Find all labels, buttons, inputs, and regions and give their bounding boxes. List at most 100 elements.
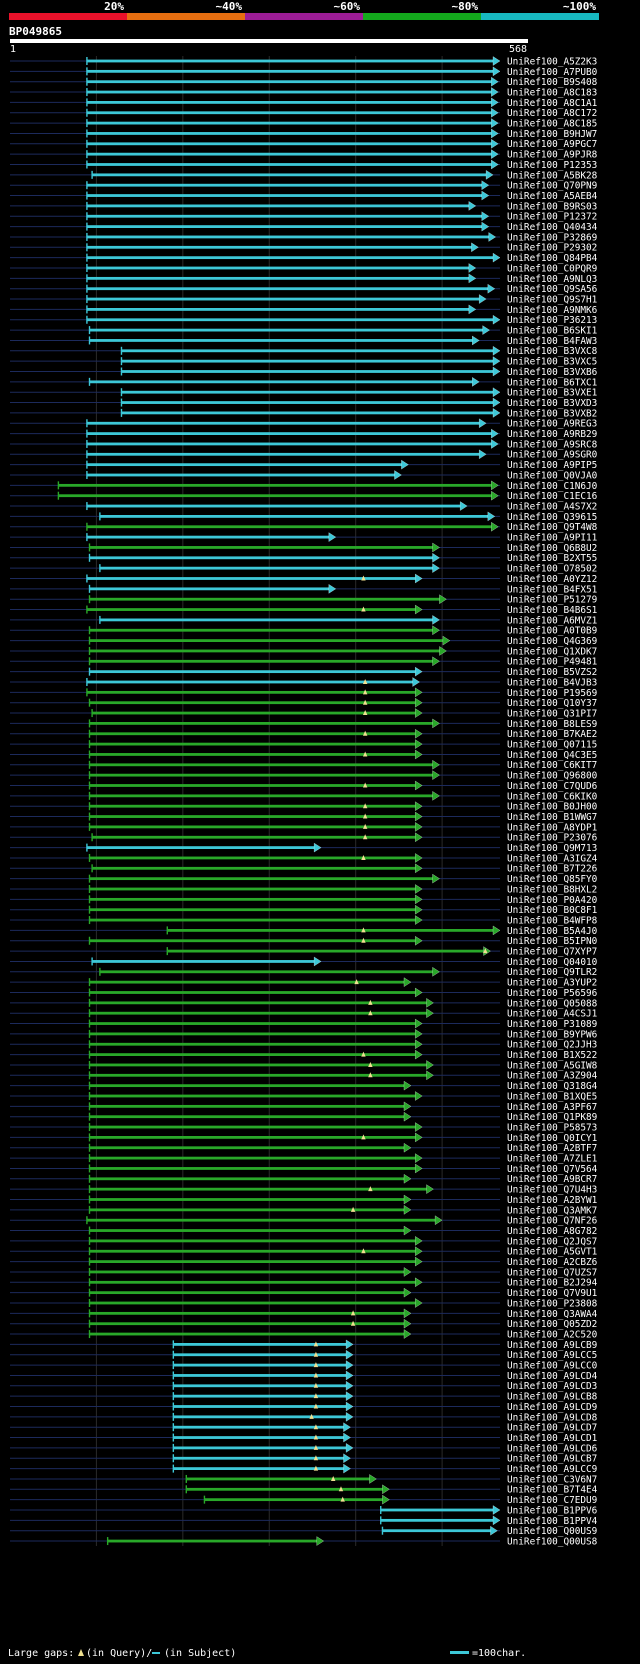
hit-row[interactable]: UniRef100_A2BTF7 [10, 1142, 597, 1154]
hit-label[interactable]: UniRef100_A9PI11 [507, 533, 598, 544]
hit-bar[interactable] [204, 1498, 384, 1502]
hit-bar[interactable] [89, 773, 434, 777]
hit-label[interactable]: UniRef100_B7KAE2 [507, 729, 597, 740]
hit-row[interactable]: UniRef100_A9PGC7 [10, 138, 597, 150]
hit-row[interactable]: UniRef100_A8C183 [10, 87, 597, 98]
hit-row[interactable]: UniRef100_A9LCC5 [10, 1349, 597, 1361]
hit-row[interactable]: UniRef100_Q9SA56 [10, 283, 598, 295]
hit-row[interactable]: UniRef100_Q05088 [10, 997, 598, 1009]
hit-label[interactable]: UniRef100_B7T226 [507, 864, 598, 875]
hit-label[interactable]: UniRef100_A9BCR7 [507, 1174, 597, 1185]
hit-bar[interactable] [89, 1187, 428, 1191]
hit-label[interactable]: UniRef100_Q9SA56 [507, 284, 598, 295]
hit-row[interactable]: UniRef100_P31089 [10, 1018, 598, 1030]
hit-label[interactable]: UniRef100_A5GIW8 [507, 1060, 598, 1071]
hit-row[interactable]: UniRef100_Q40434 [10, 221, 598, 233]
hit-row[interactable]: UniRef100_A5AEB4 [10, 190, 598, 202]
hit-label[interactable]: UniRef100_Q40434 [507, 222, 598, 233]
hit-row[interactable]: UniRef100_A9LCD7 [10, 1422, 597, 1434]
hit-label[interactable]: UniRef100_Q84PB4 [507, 253, 598, 264]
hit-bar[interactable] [89, 742, 417, 746]
hit-bar[interactable] [86, 204, 470, 208]
hit-label[interactable]: UniRef100_A9NLQ3 [507, 274, 597, 285]
hit-bar[interactable] [89, 659, 434, 663]
hit-label[interactable]: UniRef100_A3YUP2 [507, 978, 597, 989]
hit-bar[interactable] [89, 1125, 417, 1129]
hit-label[interactable]: UniRef100_Q31PI7 [507, 708, 597, 719]
hit-label[interactable]: UniRef100_B2XT55 [507, 553, 597, 564]
hit-row[interactable]: UniRef100_P29302 [10, 242, 597, 254]
hit-label[interactable]: UniRef100_Q0VJA0 [507, 470, 598, 481]
hit-bar[interactable] [86, 214, 483, 218]
hit-bar[interactable] [89, 1084, 405, 1088]
hit-bar[interactable] [86, 225, 483, 228]
hit-row[interactable]: UniRef100_P58573 [10, 1122, 597, 1133]
hit-bar[interactable] [89, 1291, 405, 1295]
hit-bar[interactable] [89, 339, 474, 342]
hit-row[interactable]: UniRef100_A9NMK6 [10, 304, 598, 316]
hit-label[interactable]: UniRef100_B9S408 [507, 77, 598, 88]
hit-row[interactable]: UniRef100_C0PQR9 [10, 263, 598, 274]
hit-bar[interactable] [86, 608, 417, 611]
hit-row[interactable]: UniRef100_B9HJW7 [10, 128, 597, 140]
hit-label[interactable]: UniRef100_A7PUB0 [507, 67, 598, 78]
hit-row[interactable]: UniRef100_Q0VJA0 [10, 470, 598, 481]
hit-label[interactable]: UniRef100_Q3AWA4 [507, 1309, 598, 1320]
hit-label[interactable]: UniRef100_A4CSJ1 [507, 1009, 598, 1020]
hit-label[interactable]: UniRef100_P12353 [507, 160, 597, 171]
hit-row[interactable]: UniRef100_A9REG3 [10, 418, 597, 430]
hit-row[interactable]: UniRef100_B9YPW6 [10, 1028, 598, 1040]
hit-bar[interactable] [89, 1249, 417, 1253]
hit-row[interactable]: UniRef100_A9RB29 [10, 428, 598, 440]
hit-row[interactable]: UniRef100_B3VXD3 [10, 397, 597, 409]
hit-row[interactable]: UniRef100_Q7NF26 [10, 1215, 598, 1227]
hit-bar[interactable] [380, 1508, 494, 1512]
hit-label[interactable]: UniRef100_Q7XYP7 [507, 947, 597, 958]
hit-row[interactable]: UniRef100_A7ZLE1 [10, 1153, 598, 1165]
hit-bar[interactable] [92, 960, 316, 963]
hit-row[interactable]: UniRef100_Q7V564 [10, 1163, 598, 1175]
hit-row[interactable]: UniRef100_A3PF67 [10, 1101, 597, 1113]
hit-row[interactable]: UniRef100_B7KAE2 [10, 728, 597, 740]
hit-label[interactable]: UniRef100_P23076 [507, 833, 598, 844]
hit-bar[interactable] [58, 483, 493, 487]
hit-row[interactable]: UniRef100_A4S7X2 [10, 501, 597, 512]
hit-bar[interactable] [173, 1446, 348, 1450]
hit-row[interactable]: UniRef100_Q3AMK7 [10, 1204, 597, 1216]
hit-row[interactable]: UniRef100_Q05ZD2 [10, 1318, 597, 1330]
hit-label[interactable]: UniRef100_B3VXB2 [507, 408, 597, 419]
hit-row[interactable]: UniRef100_A6MVZ1 [10, 614, 598, 626]
hit-label[interactable]: UniRef100_A3PF67 [507, 1102, 597, 1113]
hit-label[interactable]: UniRef100_A5AEB4 [507, 191, 598, 202]
hit-bar[interactable] [86, 432, 493, 435]
hit-label[interactable]: UniRef100_A5GVT1 [507, 1247, 598, 1258]
hit-bar[interactable] [121, 411, 495, 415]
hit-label[interactable]: UniRef100_A9PGC7 [507, 139, 597, 150]
hit-bar[interactable] [380, 1518, 494, 1522]
hit-label[interactable]: UniRef100_Q7U4H3 [507, 1185, 597, 1196]
hit-row[interactable]: UniRef100_B8HXL2 [10, 884, 597, 895]
hit-bar[interactable] [173, 1363, 348, 1367]
hit-row[interactable]: UniRef100_A9PI11 [10, 532, 598, 544]
hit-label[interactable]: UniRef100_A8G782 [507, 1226, 597, 1237]
hit-label[interactable]: UniRef100_A3IGZ4 [507, 853, 598, 864]
hit-bar[interactable] [89, 639, 444, 642]
hit-bar[interactable] [86, 535, 330, 539]
hit-bar[interactable] [89, 701, 417, 705]
hit-row[interactable]: UniRef100_Q96800 [10, 770, 598, 782]
hit-bar[interactable] [186, 1487, 384, 1491]
hit-row[interactable]: UniRef100_Q1PK89 [10, 1111, 598, 1123]
hit-bar[interactable] [89, 670, 417, 674]
hit-row[interactable]: UniRef100_A2CBZ6 [10, 1256, 598, 1268]
hit-bar[interactable] [89, 991, 417, 994]
hit-label[interactable]: UniRef100_C0PQR9 [507, 263, 598, 274]
hit-label[interactable]: UniRef100_B3VXE1 [507, 388, 598, 399]
hit-row[interactable]: UniRef100_A0YZ12 [10, 573, 597, 585]
hit-row[interactable]: UniRef100_C6KIK0 [10, 790, 598, 802]
hit-row[interactable]: UniRef100_B6SKI1 [10, 325, 598, 337]
hit-label[interactable]: UniRef100_A9NMK6 [507, 305, 598, 316]
hit-bar[interactable] [89, 939, 417, 943]
hit-bar[interactable] [99, 515, 489, 518]
hit-label[interactable]: UniRef100_B3VXC5 [507, 357, 597, 368]
hit-bar[interactable] [89, 980, 405, 984]
